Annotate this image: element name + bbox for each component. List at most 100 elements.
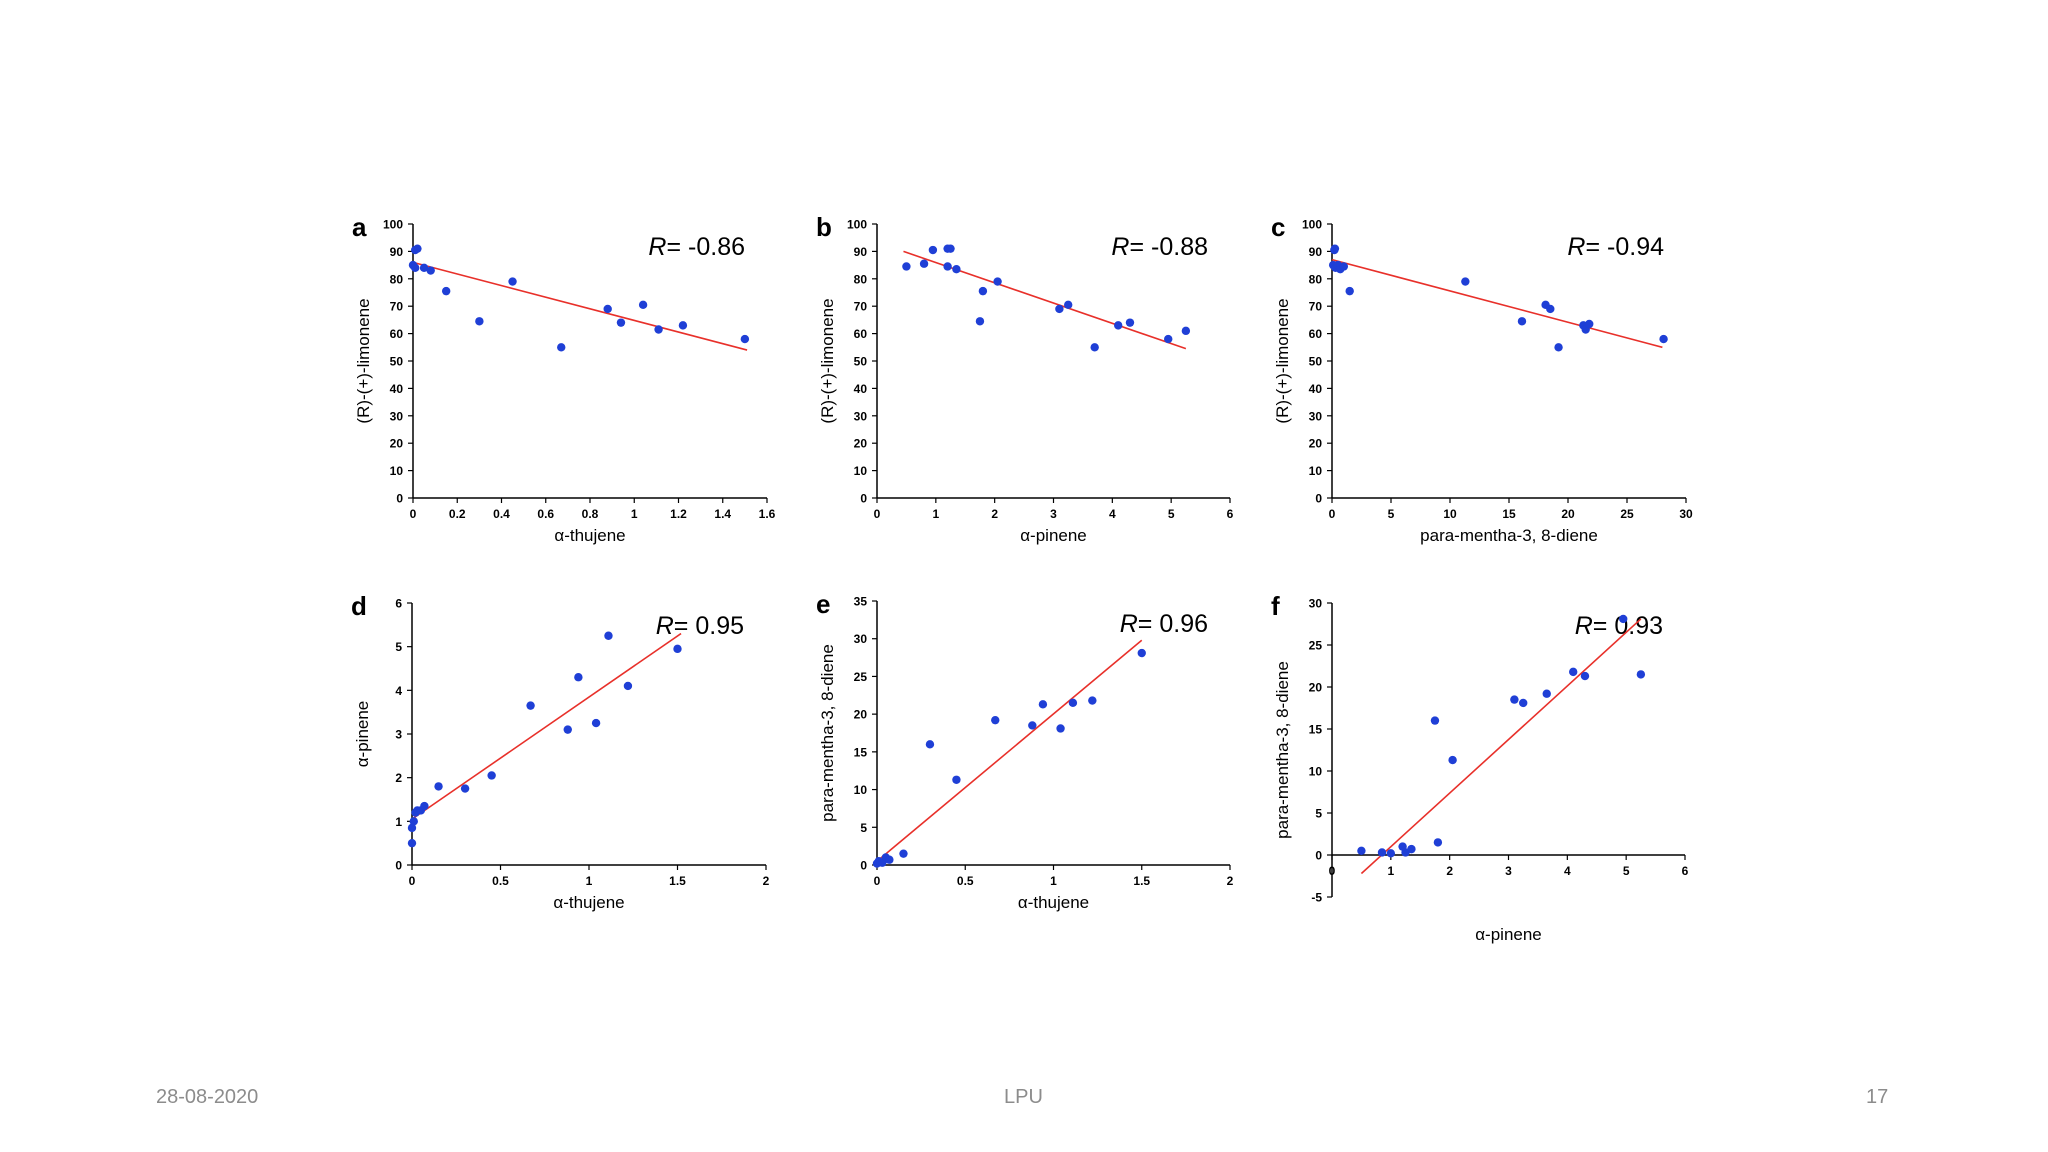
data-point-e: [1068, 698, 1078, 708]
chart-panel-c: 0 5 10 15 20 25 30 0 10 20 30 40 50 60 70 80 90 100 para-m…: [1271, 212, 1693, 545]
data-point-d: [409, 817, 418, 826]
y-tick-label-e: 35: [854, 595, 868, 609]
y-tick-label-b: 60: [854, 327, 868, 341]
data-point-f: [1619, 614, 1628, 624]
chart-panel-f: 0 1 2 3 4 5 6 -5 0 5 10 15 20 25 30 α-pinene para-mentha…: [1271, 591, 1689, 944]
y-tick-label-c: 100: [1302, 218, 1322, 232]
x-axis-label-e: α-thujene: [1018, 893, 1089, 912]
y-tick-label-d: 3: [395, 728, 402, 742]
r-value-f: R= 0.93: [1575, 612, 1663, 640]
x-tick-label-f: 1: [1387, 864, 1394, 878]
data-point-b: [1114, 321, 1123, 330]
x-tick-label-a: 1: [631, 507, 638, 521]
data-point-b: [1164, 334, 1173, 344]
x-tick-label-b: 1: [932, 507, 939, 521]
data-point-f: [1636, 670, 1646, 679]
r-value-c: R= -0.94: [1567, 233, 1664, 261]
data-point-f: [1542, 689, 1551, 698]
data-point-f: [1407, 844, 1416, 854]
y-tick-label-c: 50: [1309, 355, 1323, 369]
x-tick-label-a: 1.4: [714, 507, 731, 521]
data-point-b: [1181, 326, 1191, 336]
y-tick-label-a: 80: [390, 272, 404, 286]
data-point-b: [919, 259, 929, 268]
data-point-c: [1517, 317, 1527, 326]
data-point-d: [407, 838, 417, 848]
chart-panel-a: 0 0.2 0.4 0.6 0.8 1 1.2 1.4 1.6 0 10 20 30 40 50 60 70 80…: [352, 212, 776, 545]
x-tick-label-a: 1.2: [670, 507, 687, 521]
y-tick-label-a: 50: [390, 355, 404, 369]
x-tick-label-a: 0.6: [537, 507, 554, 521]
data-point-d: [460, 784, 470, 793]
y-tick-label-d: 0: [395, 859, 402, 873]
x-tick-label-c: 5: [1388, 507, 1395, 521]
data-point-d: [574, 673, 583, 682]
y-tick-label-c: 20: [1309, 437, 1323, 451]
chart-panel-d: 0 0.5 1 1.5 2 0 1 2 3 4 5 6 α-thujene α-pinene d R= 0.9…: [351, 591, 770, 912]
y-tick-label-c: 80: [1309, 272, 1323, 286]
data-point-a: [413, 244, 422, 253]
footer-page-number: 17: [1866, 1086, 1889, 1108]
data-point-e: [991, 715, 1000, 725]
x-tick-label-b: 2: [991, 507, 998, 521]
data-point-f: [1433, 838, 1443, 847]
x-tick-label-c: 0: [1329, 507, 1336, 521]
data-point-a: [616, 318, 626, 327]
x-axis-label-c: para-mentha-3, 8-diene: [1420, 526, 1598, 545]
x-tick-label-c: 30: [1679, 507, 1693, 521]
y-tick-label-d: 2: [395, 771, 402, 785]
x-tick-label-e: 0.5: [957, 874, 974, 888]
x-tick-label-e: 0: [874, 874, 881, 888]
data-point-c: [1345, 286, 1354, 296]
data-point-e: [925, 740, 935, 749]
x-tick-label-e: 2: [1227, 874, 1234, 888]
y-tick-label-c: 40: [1309, 382, 1323, 396]
y-tick-label-a: 60: [390, 327, 404, 341]
y-tick-label-c: 0: [1315, 492, 1322, 506]
data-point-a: [638, 300, 648, 310]
r-value-e: R= 0.96: [1120, 610, 1208, 638]
data-point-a: [411, 263, 420, 273]
data-point-a: [419, 263, 429, 273]
y-tick-label-b: 70: [854, 300, 868, 314]
y-tick-label-b: 100: [847, 218, 867, 232]
panel-letter-f: f: [1271, 591, 1280, 621]
data-point-a: [603, 304, 612, 314]
data-point-d: [604, 631, 613, 640]
y-tick-label-d: 4: [395, 684, 402, 698]
panel-letter-e: e: [816, 589, 830, 619]
data-point-a: [475, 317, 484, 326]
x-axis-label-b: α-pinene: [1020, 526, 1087, 545]
data-point-d: [563, 725, 572, 734]
x-tick-label-a: 0.8: [582, 507, 599, 521]
data-point-b: [978, 286, 988, 296]
x-tick-label-d: 0.5: [492, 874, 509, 888]
footer-center-label: LPU: [1004, 1086, 1043, 1108]
panel-letter-d: d: [351, 591, 367, 621]
data-point-d: [420, 801, 429, 811]
footer-date: 28-08-2020: [156, 1086, 259, 1108]
y-tick-label-c: 70: [1309, 300, 1323, 314]
y-tick-label-a: 40: [390, 382, 404, 396]
panel-letter-c: c: [1271, 212, 1285, 242]
y-tick-label-e: 15: [854, 745, 868, 759]
x-tick-label-b: 4: [1109, 507, 1116, 521]
x-tick-label-a: 0.4: [493, 507, 510, 521]
y-axis-label-b: (R)-(+)-limonene: [818, 298, 837, 423]
data-point-f: [1386, 849, 1396, 858]
data-point-b: [902, 262, 911, 271]
data-point-d: [673, 644, 682, 654]
data-point-c: [1546, 304, 1555, 314]
data-point-b: [993, 277, 1002, 286]
x-tick-label-f: 6: [1682, 864, 1689, 878]
y-tick-label-c: 60: [1309, 327, 1323, 341]
x-tick-label-e: 1: [1050, 874, 1057, 888]
x-tick-label-d: 2: [763, 874, 770, 888]
x-axis-label-a: α-thujene: [554, 526, 625, 545]
x-tick-label-b: 0: [874, 507, 881, 521]
data-point-f: [1448, 755, 1457, 765]
y-tick-label-a: 0: [396, 492, 403, 506]
r-value-b: R= -0.88: [1111, 233, 1208, 261]
y-tick-label-f: 10: [1309, 765, 1323, 779]
